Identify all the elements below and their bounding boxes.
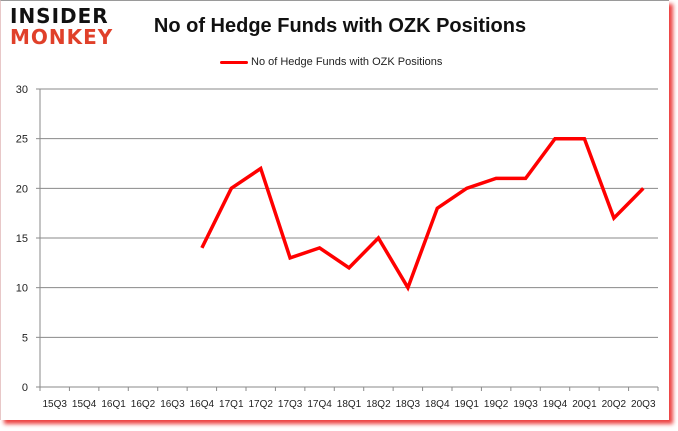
chart-title: No of Hedge Funds with OZK Positions	[153, 15, 527, 37]
x-tick-label: 17Q2	[248, 399, 273, 410]
y-axis: 0 5 10 15 20 25 30	[16, 84, 41, 394]
y-tick-label: 15	[16, 233, 28, 245]
x-tick-label: 16Q1	[101, 399, 126, 410]
logo-line-1: INSIDER	[10, 4, 109, 28]
x-tick-label: 16Q3	[160, 399, 185, 410]
x-tick-label: 17Q4	[307, 399, 332, 410]
x-tick-label: 20Q3	[631, 399, 656, 410]
x-tick-label: 18Q2	[366, 399, 391, 410]
y-tick-label: 0	[22, 382, 28, 394]
x-tick-label: 17Q3	[278, 399, 303, 410]
x-tick-label: 18Q3	[396, 399, 421, 410]
insider-monkey-logo: INSIDER MONKEY	[10, 6, 130, 47]
chart-frame	[0, 0, 669, 420]
x-tick-label: 15Q4	[72, 399, 97, 410]
x-tick-label: 18Q4	[425, 399, 450, 410]
data-series	[200, 136, 645, 292]
x-tick-label: 20Q1	[572, 399, 597, 410]
y-tick-label: 20	[16, 183, 28, 195]
legend-line-swatch-icon	[220, 60, 248, 64]
gridlines	[40, 88, 658, 338]
x-tick-label: 19Q3	[513, 399, 538, 410]
chart-legend: No of Hedge Funds with OZK Positions	[220, 55, 442, 69]
y-tick-label: 10	[16, 283, 28, 295]
legend-label: No of Hedge Funds with OZK Positions	[251, 56, 443, 68]
y-tick-label: 5	[22, 332, 28, 344]
x-tick-label: 17Q1	[219, 399, 244, 410]
x-tick-label: 18Q1	[337, 399, 362, 410]
x-tick-label: 19Q4	[543, 399, 568, 410]
y-tick-label: 25	[16, 134, 28, 146]
x-tick-label: 19Q2	[484, 399, 509, 410]
x-tick-label: 16Q4	[190, 399, 215, 410]
x-axis: 15Q3 15Q4 16Q1 16Q2 16Q3 16Q4 17Q1 17Q2 17Q3 17Q4…	[39, 386, 659, 410]
x-tick-label: 15Q3	[42, 399, 67, 410]
logo-line-2: MONKEY	[10, 25, 114, 49]
x-tick-label: 19Q1	[454, 399, 479, 410]
y-tick-label: 30	[16, 84, 28, 96]
series-line	[200, 136, 645, 292]
x-tick-label: 16Q2	[131, 399, 156, 410]
x-tick-label: 20Q2	[602, 399, 627, 410]
